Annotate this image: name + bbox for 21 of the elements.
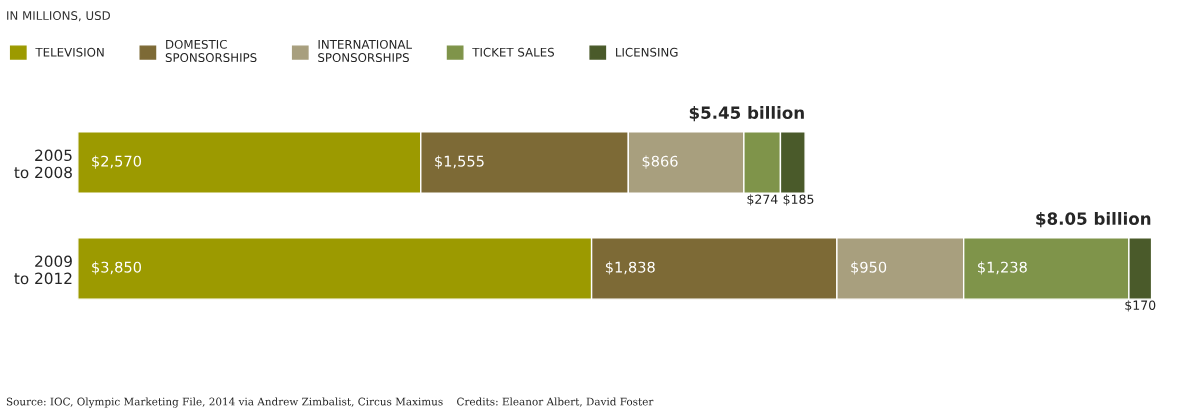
data-label: $950 xyxy=(851,261,887,275)
chart-subtitle: IN MILLIONS, USD xyxy=(7,11,110,22)
data-label: $1,838 xyxy=(605,261,655,275)
data-label: $3,850 xyxy=(92,261,142,275)
data-label: $274 xyxy=(747,194,778,206)
legend-label: TELEVISION xyxy=(35,47,104,57)
data-label: $1,238 xyxy=(978,261,1027,275)
total-label: $5.45 billion xyxy=(689,106,804,122)
legend-label: TICKET SALES xyxy=(472,47,555,57)
legend-label: DOMESTIC SPONSORSHIPS xyxy=(165,39,257,63)
total-label: $8.05 billion xyxy=(1036,212,1151,228)
data-label: $185 xyxy=(783,194,814,206)
data-label: $1,555 xyxy=(435,155,484,169)
data-label: $170 xyxy=(1125,300,1156,312)
source-note: Source: IOC, Olympic Marketing File, 2014 via Andrew Zimbalist, Circus Maximus Credits: Eleanor Albert, David Foster xyxy=(6,397,654,408)
data-label: $2,570 xyxy=(92,155,142,169)
legend-label: LICENSING xyxy=(616,47,678,57)
legend-label: INTERNATIONAL SPONSORSHIPS xyxy=(318,39,412,63)
y-tick-label: 2005 to 2008 xyxy=(14,149,72,179)
y-tick-label: 2009 to 2012 xyxy=(14,255,72,285)
data-label: $866 xyxy=(642,155,678,169)
